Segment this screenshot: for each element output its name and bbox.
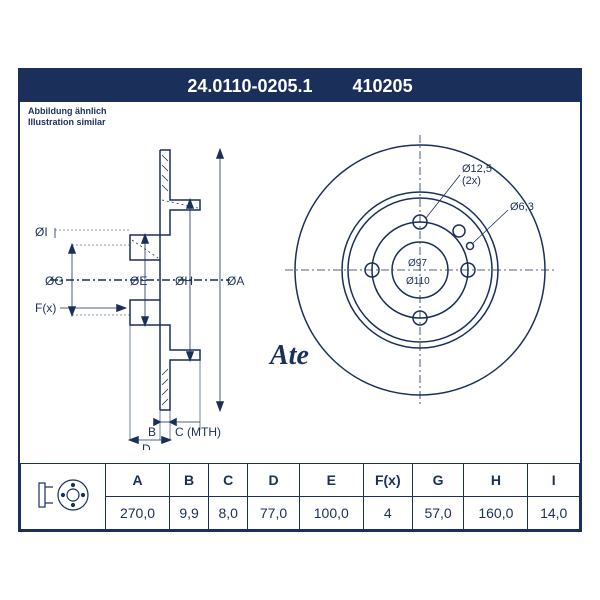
col-header: I: [528, 464, 580, 497]
col-header: G: [412, 464, 464, 497]
table-header-row: A B C D E F(x) G H I: [21, 464, 580, 497]
header-bar: 24.0110-0205.1 410205: [20, 70, 580, 102]
cell-value: 9,9: [170, 497, 209, 530]
cell-value: 77,0: [248, 497, 300, 530]
cell-value: 14,0: [528, 497, 580, 530]
svg-text:C (MTH): C (MTH): [175, 425, 221, 439]
side-view: ØA ØH ØE ØG: [35, 150, 244, 450]
center-dia-label: Ø97: [408, 258, 427, 269]
col-header: F(x): [363, 464, 412, 497]
bolt-hole-label: Ø12,5: [462, 163, 492, 175]
cell-value: 57,0: [412, 497, 464, 530]
bolt-hole-count: (2x): [462, 175, 481, 187]
short-code: 410205: [353, 76, 413, 97]
cell-value: 270,0: [106, 497, 170, 530]
svg-text:ØA: ØA: [227, 274, 244, 288]
technical-diagram-svg: ØA ØH ØE ØG: [20, 120, 580, 450]
svg-text:ØG: ØG: [45, 274, 64, 288]
col-header: B: [170, 464, 209, 497]
cell-value: 160,0: [464, 497, 528, 530]
col-header: E: [299, 464, 363, 497]
part-number: 24.0110-0205.1: [187, 76, 312, 97]
front-view: Ø12,5 (2x) Ø6,3 Ø97 Ø110: [285, 135, 555, 405]
col-header: A: [106, 464, 170, 497]
cell-value: 8,0: [209, 497, 248, 530]
cell-value: 4: [363, 497, 412, 530]
dimension-table: A B C D E F(x) G H I 270,0 9,9 8,0 77,0 …: [20, 463, 580, 530]
small-hole-label: Ø6,3: [510, 201, 534, 213]
disc-icon: [33, 475, 93, 515]
svg-text:ØI: ØI: [35, 225, 48, 239]
col-header: H: [464, 464, 528, 497]
ate-logo: Ate: [270, 340, 309, 372]
svg-text:ØH: ØH: [175, 274, 193, 288]
col-header: C: [209, 464, 248, 497]
cell-value: 100,0: [299, 497, 363, 530]
disc-icon-cell: [21, 464, 106, 530]
drawing-area: ØA ØH ØE ØG: [20, 120, 580, 450]
svg-text:B: B: [148, 425, 156, 439]
svg-text:D: D: [142, 442, 151, 450]
pitch-dia-label: Ø110: [406, 276, 430, 287]
svg-text:ØE: ØE: [130, 274, 147, 288]
technical-drawing-frame: 24.0110-0205.1 410205 Abbildung ähnlich …: [18, 68, 582, 532]
col-header: D: [248, 464, 300, 497]
svg-text:F(x): F(x): [35, 301, 56, 315]
